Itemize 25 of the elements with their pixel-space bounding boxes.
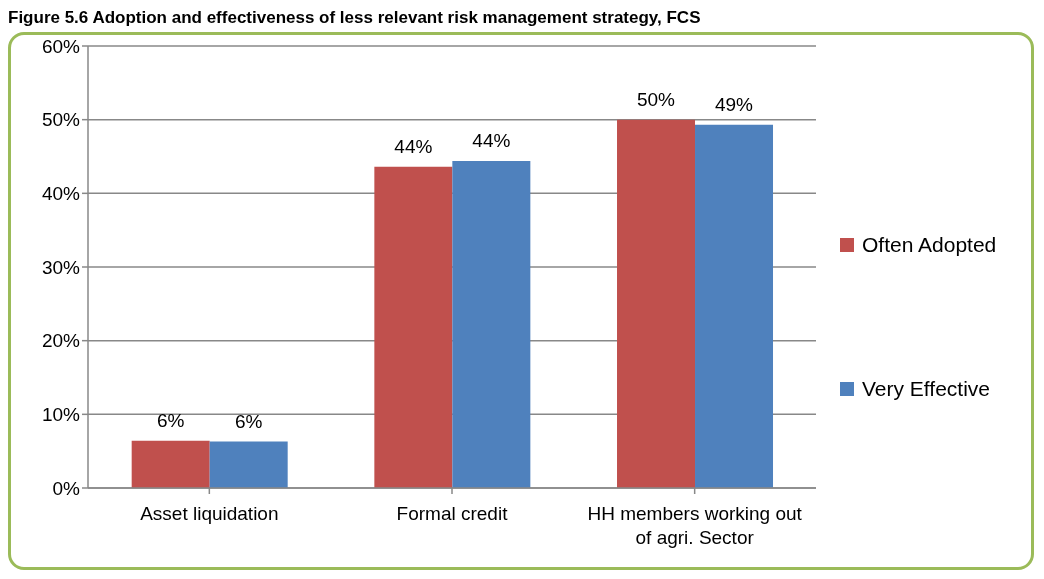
y-tick-label: 40%: [41, 183, 81, 205]
data-label: 6%: [234, 410, 263, 432]
y-tick-label: 20%: [41, 330, 81, 352]
data-label: 44%: [394, 135, 433, 157]
bar: [695, 124, 774, 488]
bar: [209, 441, 288, 488]
data-label: 6%: [156, 409, 185, 431]
x-tick-label: Formal credit: [396, 503, 509, 524]
chart-title: Figure 5.6 Adoption and effectiveness of less relevant risk management strategy, FCS: [8, 8, 702, 29]
legend-label: Very Effective: [862, 377, 991, 401]
bar: [452, 160, 531, 488]
y-tick-label: 60%: [41, 35, 81, 57]
y-tick-label: 10%: [41, 404, 81, 426]
data-label: 50%: [637, 88, 676, 110]
y-tick-label: 0%: [52, 477, 81, 499]
data-label: 49%: [715, 93, 754, 115]
bar: [617, 119, 696, 488]
bar: [131, 440, 210, 488]
x-tick-label: Asset liquidation: [140, 503, 279, 524]
y-tick-label: 50%: [41, 109, 81, 131]
x-tick-label: HH members working out of agri. Sector: [587, 503, 803, 548]
legend-label: Often Adopted: [862, 233, 997, 257]
y-tick-label: 30%: [41, 256, 81, 278]
data-label: 44%: [472, 129, 511, 151]
bar: [374, 166, 453, 488]
